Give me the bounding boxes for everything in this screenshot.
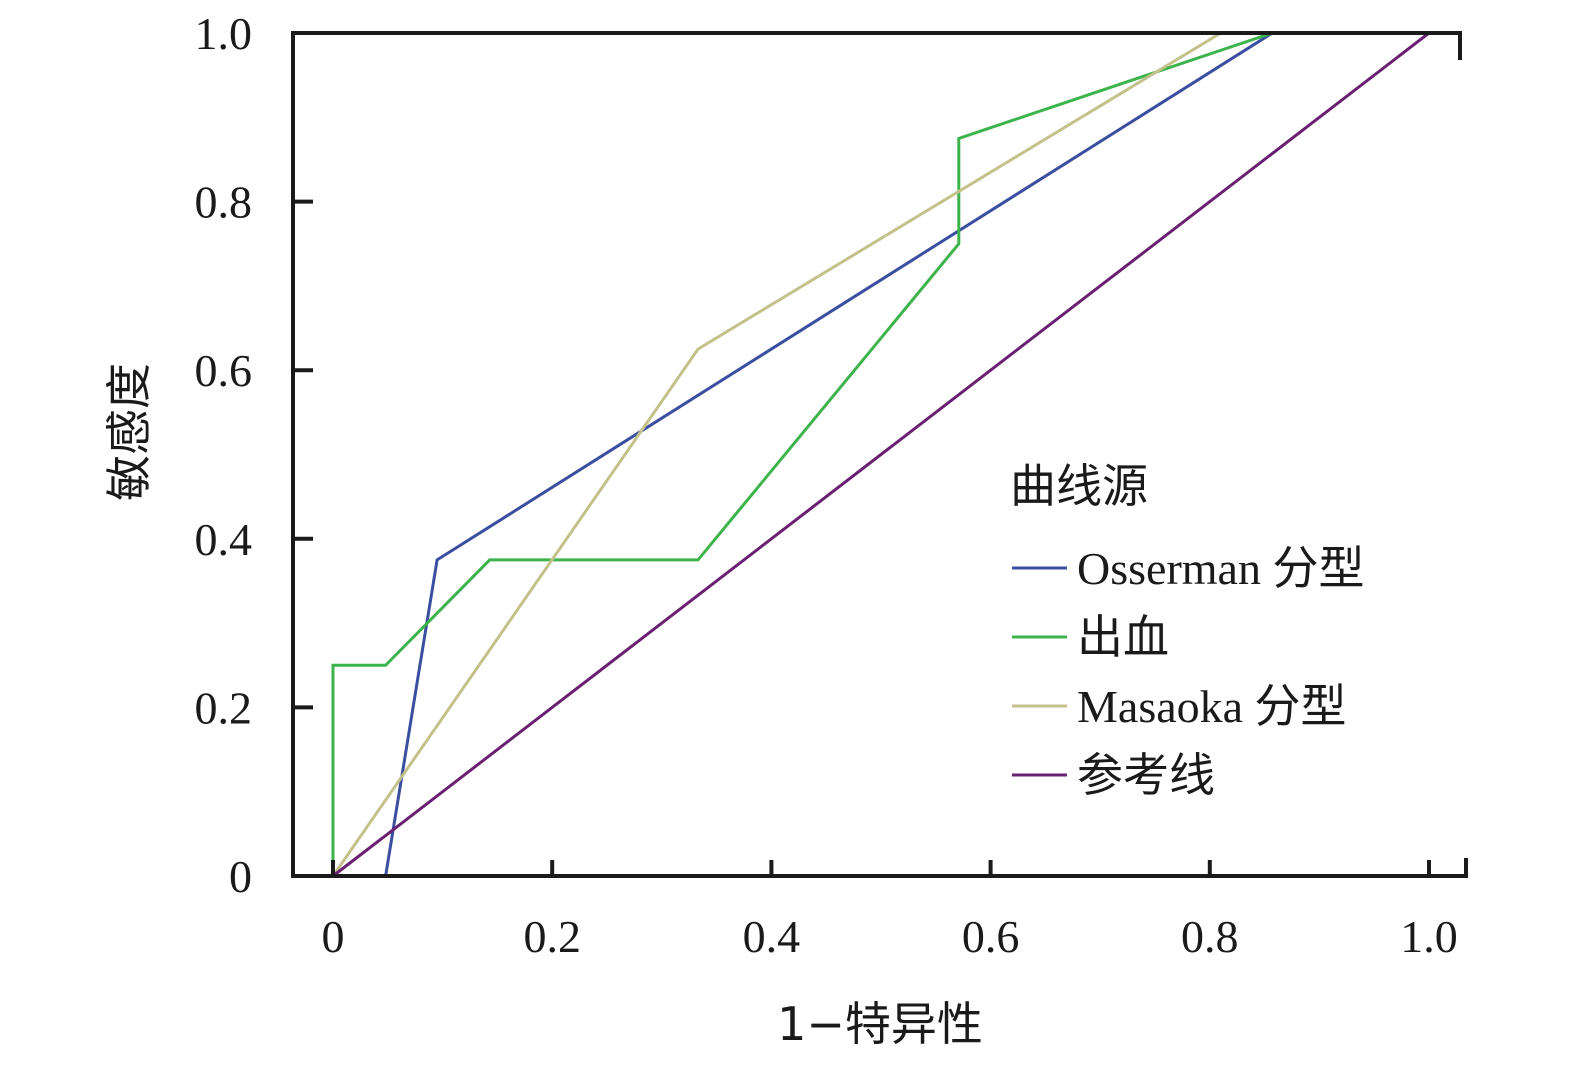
legend-label: 出血 [1077, 612, 1169, 663]
y-tick-label: 0.2 [195, 682, 253, 733]
legend-label: Osserman 分型 [1077, 543, 1364, 594]
axis-ticks: 0 0.2 0.4 0.6 0.8 1.0 0 0.2 0.4 0.6 0.8 1.0 [195, 8, 1458, 962]
x-tick-label: 0.2 [523, 911, 581, 962]
legend-label: Masaoka 分型 [1077, 681, 1347, 732]
y-tick-label: 0 [229, 851, 252, 902]
y-tick-label: 0.8 [195, 177, 253, 228]
x-tick-label: 1.0 [1400, 911, 1458, 962]
x-tick-label: 0 [322, 911, 345, 962]
series-line-series-4 [332, 31, 1430, 878]
x-axis-title: 1−特异性 [777, 997, 983, 1051]
legend-title: 曲线源 [1010, 459, 1148, 513]
y-tick-label: 1.0 [195, 8, 253, 59]
y-axis-title: 敏感度 [102, 363, 156, 501]
legend-label: 参考线 [1077, 750, 1215, 801]
x-tick-label: 0.4 [743, 911, 801, 962]
series-line-series-2 [331, 31, 1429, 876]
x-tick-label: 0.8 [1181, 911, 1239, 962]
x-tick-label: 0.6 [962, 911, 1020, 962]
y-tick-label: 0.4 [195, 514, 253, 565]
y-tick-label: 0.6 [195, 345, 253, 396]
series-layer [331, 31, 1430, 878]
plot-frame [291, 31, 1468, 878]
